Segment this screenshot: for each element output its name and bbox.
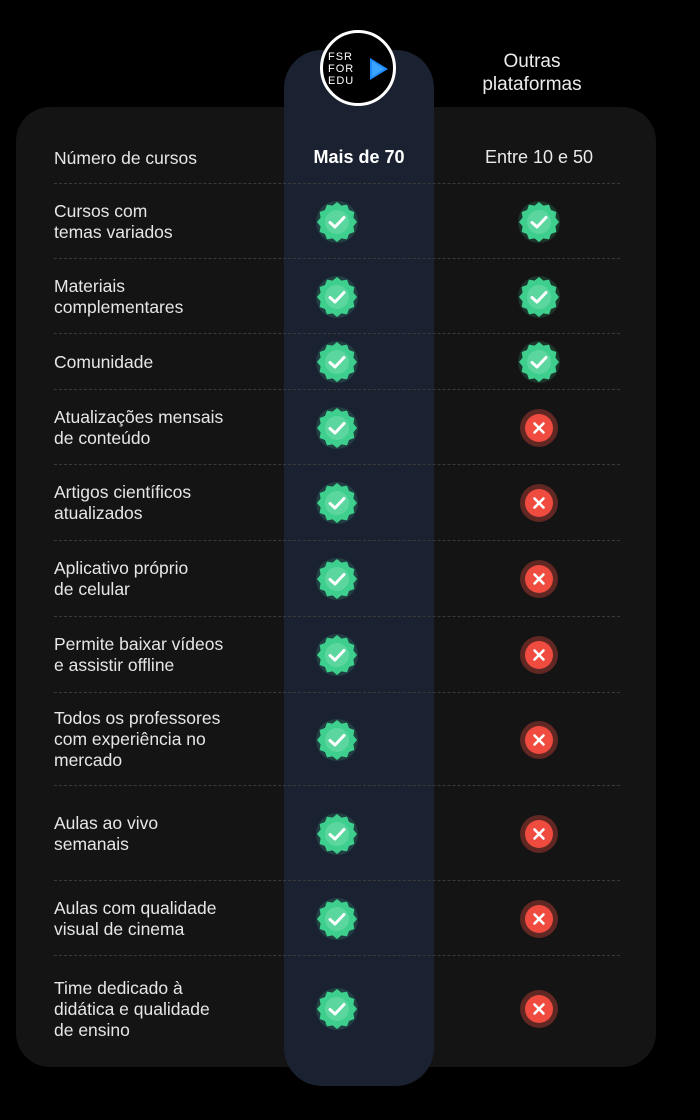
row-divider bbox=[54, 464, 620, 465]
check-badge-icon bbox=[315, 718, 359, 762]
row-divider bbox=[54, 258, 620, 259]
row-label: Artigos científicos atualizados bbox=[54, 482, 192, 523]
row-label: Comunidade bbox=[54, 351, 154, 372]
feature-row: Permite baixar vídeos e assistir offline bbox=[54, 617, 620, 693]
cross-badge-icon bbox=[517, 987, 561, 1031]
row-label: Aulas com qualidade visual de cinema bbox=[54, 897, 217, 939]
courses-count-row: Número de cursos Mais de 70 Entre 10 e 5… bbox=[54, 130, 620, 184]
feature-row: Cursos com temas variados bbox=[54, 184, 620, 259]
cross-badge-icon bbox=[517, 812, 561, 856]
row-label: Permite baixar vídeos e assistir offline bbox=[54, 634, 224, 675]
check-badge-icon bbox=[517, 275, 561, 319]
feature-row: Comunidade bbox=[54, 334, 620, 390]
check-badge-icon bbox=[315, 481, 359, 525]
highlight-column bbox=[284, 50, 434, 1086]
check-badge-icon bbox=[315, 275, 359, 319]
cross-badge-icon bbox=[517, 633, 561, 677]
cross-badge-icon bbox=[517, 897, 561, 941]
check-badge-icon bbox=[517, 340, 561, 384]
check-badge-icon bbox=[517, 200, 561, 244]
row-label: Materiais complementares bbox=[54, 275, 184, 317]
feature-row: Materiais complementares bbox=[54, 259, 620, 334]
our-courses-count: Mais de 70 bbox=[313, 147, 405, 167]
feature-row: Artigos científicos atualizados bbox=[54, 465, 620, 541]
cross-badge-icon bbox=[517, 718, 561, 762]
check-badge-icon bbox=[315, 557, 359, 601]
cross-badge-icon bbox=[517, 557, 561, 601]
cross-badge-icon bbox=[517, 481, 561, 525]
row-divider bbox=[54, 333, 620, 334]
row-label: Número de cursos bbox=[54, 148, 197, 168]
check-badge-icon bbox=[315, 897, 359, 941]
cross-badge-icon bbox=[517, 406, 561, 450]
brand-logo: FSR FOR EDU bbox=[320, 30, 396, 106]
other-platforms-header: Outras plataformas bbox=[482, 51, 582, 95]
row-label: Todos os professores com experiência no … bbox=[54, 708, 221, 770]
row-divider bbox=[54, 540, 620, 541]
row-label: Time dedicado à didática e qualidade de … bbox=[54, 977, 210, 1040]
logo-icon: FSR FOR EDU bbox=[328, 51, 388, 87]
feature-row: Aulas ao vivo semanais bbox=[54, 786, 620, 881]
row-divider bbox=[54, 880, 620, 881]
check-badge-icon bbox=[315, 406, 359, 450]
row-divider bbox=[54, 692, 620, 693]
feature-row: Aplicativo próprio de celular bbox=[54, 541, 620, 617]
row-label: Cursos com temas variados bbox=[54, 200, 173, 242]
row-divider bbox=[54, 955, 620, 956]
row-divider bbox=[54, 616, 620, 617]
row-label: Aplicativo próprio de celular bbox=[54, 558, 189, 599]
row-divider bbox=[54, 389, 620, 390]
feature-row: Atualizações mensais de conteúdo bbox=[54, 390, 620, 465]
check-badge-icon bbox=[315, 200, 359, 244]
check-badge-icon bbox=[315, 812, 359, 856]
feature-row: Todos os professores com experiência no … bbox=[54, 693, 620, 786]
row-label: Aulas ao vivo semanais bbox=[54, 812, 159, 854]
row-divider bbox=[54, 785, 620, 786]
check-badge-icon bbox=[315, 987, 359, 1031]
svg-text:EDU: EDU bbox=[328, 75, 354, 87]
other-courses-count: Entre 10 e 50 bbox=[484, 147, 594, 167]
svg-text:FOR: FOR bbox=[328, 63, 354, 75]
svg-text:FSR: FSR bbox=[328, 51, 353, 63]
row-divider bbox=[54, 183, 620, 184]
feature-row: Aulas com qualidade visual de cinema bbox=[54, 881, 620, 956]
check-badge-icon bbox=[315, 340, 359, 384]
row-label: Atualizações mensais de conteúdo bbox=[54, 406, 224, 448]
check-badge-icon bbox=[315, 633, 359, 677]
feature-row: Time dedicado à didática e qualidade de … bbox=[54, 956, 620, 1062]
